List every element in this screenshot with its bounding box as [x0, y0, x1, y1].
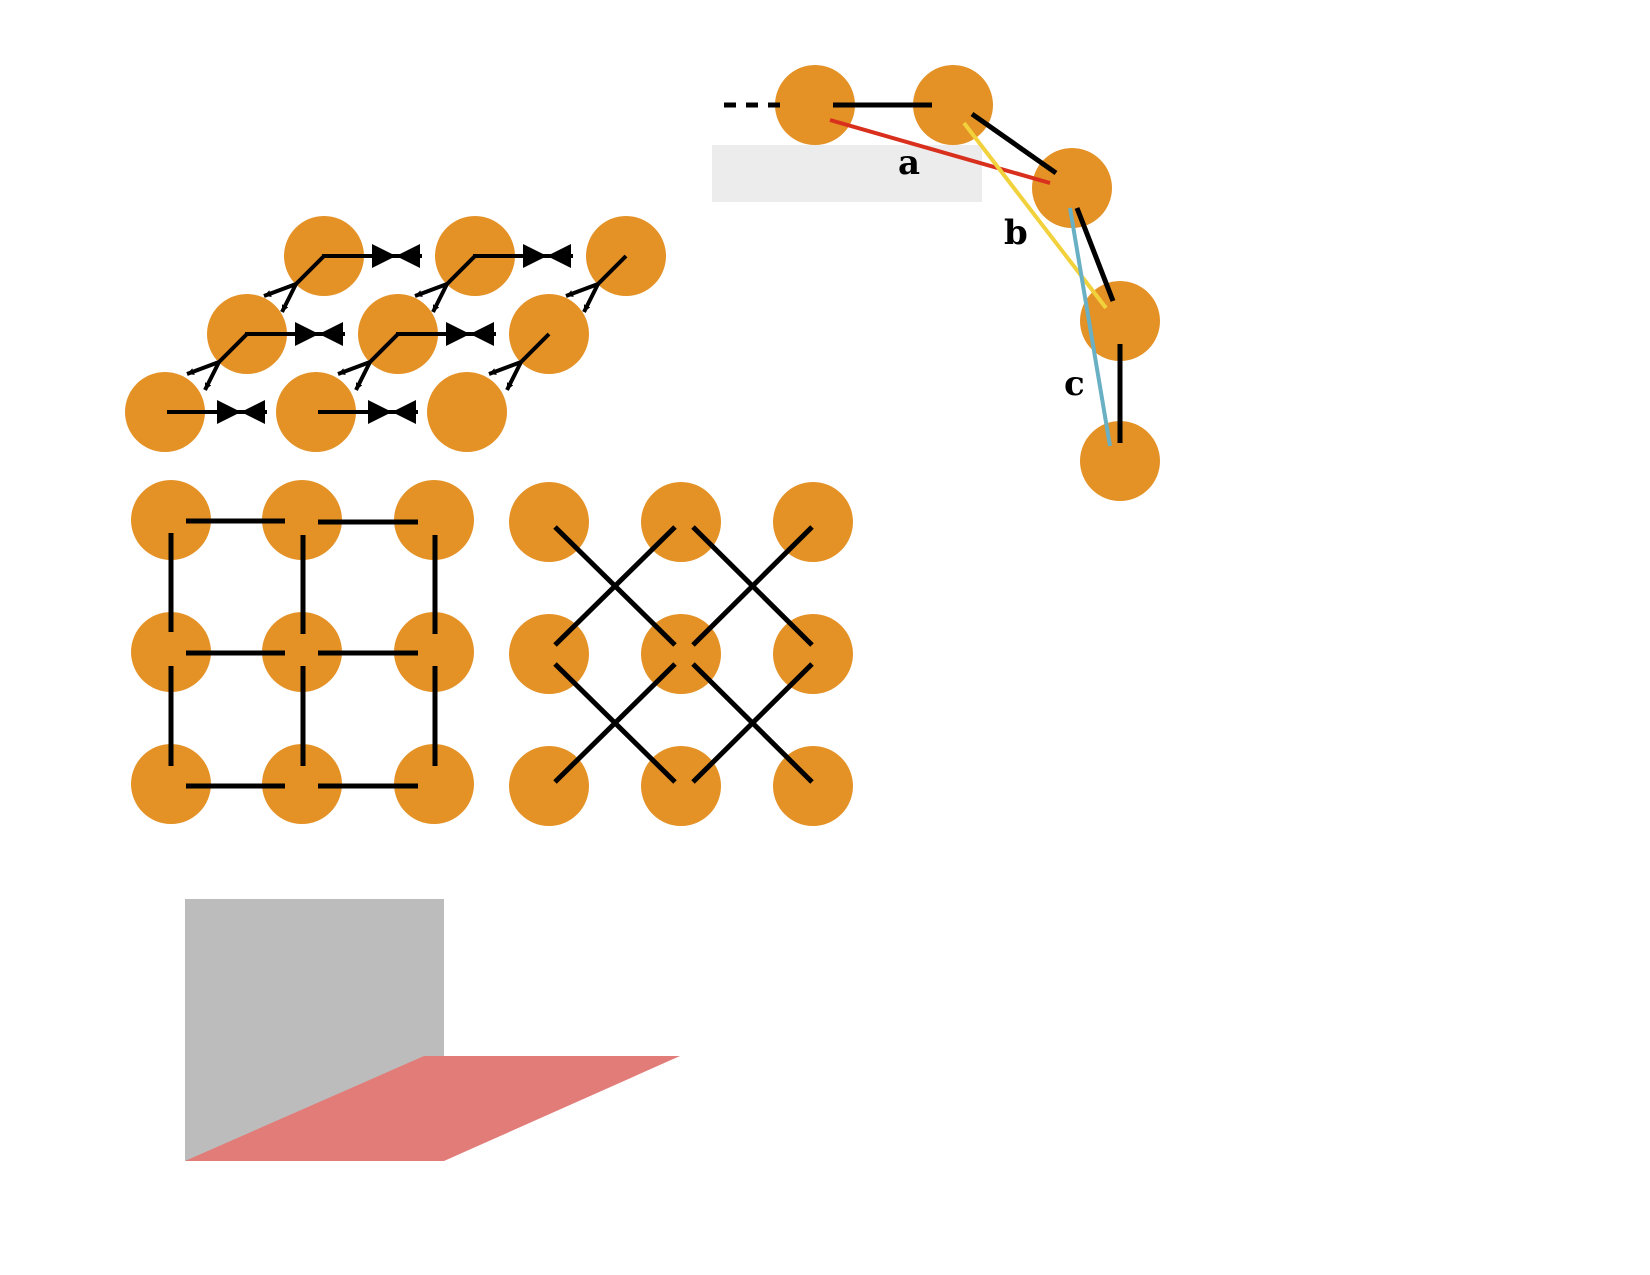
x-lattice-bonds [553, 525, 814, 784]
arrow [203, 361, 221, 391]
atom [394, 612, 474, 692]
arrow [505, 361, 523, 391]
atom [262, 744, 342, 824]
atom [131, 480, 211, 560]
atom [131, 744, 211, 824]
atom [775, 65, 855, 145]
light-gray-band [712, 145, 982, 202]
hex-stack-arrows [186, 254, 628, 391]
arrow [431, 283, 449, 313]
atom [394, 480, 474, 560]
bowtie-heads [217, 244, 571, 424]
label-b: b [1004, 213, 1028, 253]
atom [773, 614, 853, 694]
x-lattice-atoms [509, 482, 853, 826]
arrow [280, 283, 298, 313]
arrow [354, 361, 372, 391]
atom [1080, 421, 1160, 501]
atom [427, 372, 507, 452]
atom [276, 372, 356, 452]
square-lattice-bonds [168, 518, 438, 789]
chain-bonds [724, 102, 1123, 443]
pink-plane [185, 1056, 680, 1161]
atom [125, 372, 205, 452]
atom [394, 744, 474, 824]
label-c: c [1064, 364, 1085, 404]
atom [262, 612, 342, 692]
atom [131, 612, 211, 692]
square-lattice-atoms [131, 480, 474, 824]
label-a: a [898, 143, 920, 183]
atom [262, 480, 342, 560]
atom [773, 482, 853, 562]
distance-line-a [829, 118, 1051, 185]
chain-atoms [775, 65, 1160, 501]
arrow [582, 283, 600, 313]
distance-line-c [1068, 207, 1112, 447]
atom [913, 65, 993, 145]
